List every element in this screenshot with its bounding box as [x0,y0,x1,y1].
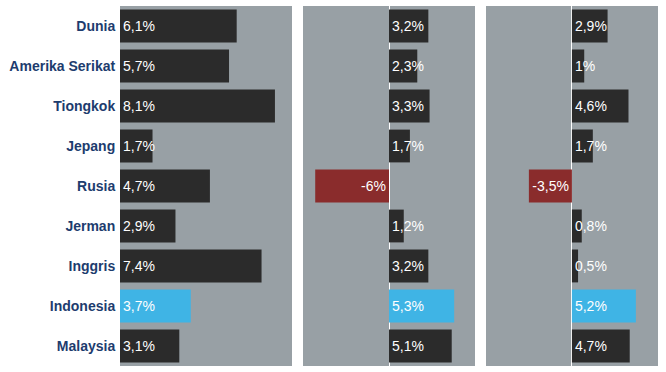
svg-text:5,2%: 5,2% [575,298,607,314]
svg-text:Amerika Serikat: Amerika Serikat [9,58,115,74]
svg-text:6,1%: 6,1% [123,18,155,34]
svg-text:4,7%: 4,7% [575,338,607,354]
svg-text:8,1%: 8,1% [123,98,155,114]
svg-text:4,6%: 4,6% [575,98,607,114]
svg-text:Jepang: Jepang [66,138,115,154]
svg-text:2,9%: 2,9% [123,218,155,234]
svg-text:1%: 1% [575,58,595,74]
svg-text:5,7%: 5,7% [123,58,155,74]
svg-text:7,4%: 7,4% [123,258,155,274]
svg-text:2,3%: 2,3% [392,58,424,74]
svg-text:5,3%: 5,3% [392,298,424,314]
svg-text:3,7%: 3,7% [123,298,155,314]
svg-text:1,7%: 1,7% [575,138,607,154]
svg-text:1,2%: 1,2% [392,218,424,234]
svg-text:Inggris: Inggris [69,258,116,274]
svg-text:Indonesia: Indonesia [50,298,116,314]
svg-text:Rusia: Rusia [77,178,115,194]
svg-text:3,2%: 3,2% [392,18,424,34]
svg-text:-6%: -6% [361,178,386,194]
svg-text:-3,5%: -3,5% [532,178,569,194]
svg-text:3,2%: 3,2% [392,258,424,274]
svg-text:3,3%: 3,3% [392,98,424,114]
svg-text:2,9%: 2,9% [575,18,607,34]
svg-text:1,7%: 1,7% [123,138,155,154]
svg-text:0,5%: 0,5% [575,258,607,274]
svg-text:4,7%: 4,7% [123,178,155,194]
svg-text:0,8%: 0,8% [575,218,607,234]
svg-text:Dunia: Dunia [76,18,115,34]
svg-text:Jerman: Jerman [65,218,115,234]
svg-text:5,1%: 5,1% [392,338,424,354]
svg-text:Tiongkok: Tiongkok [53,98,115,114]
svg-text:3,1%: 3,1% [123,338,155,354]
svg-text:Malaysia: Malaysia [57,338,116,354]
svg-text:1,7%: 1,7% [392,138,424,154]
